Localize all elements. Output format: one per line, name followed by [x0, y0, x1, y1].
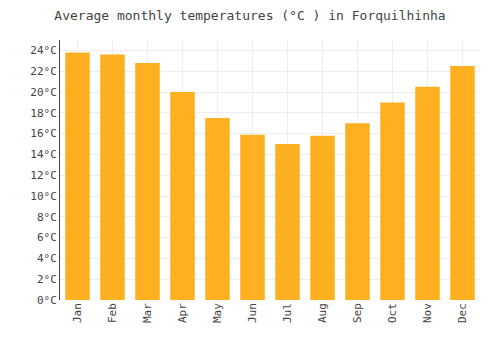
- svg-text:Oct: Oct: [386, 303, 399, 323]
- svg-text:20°C: 20°C: [30, 86, 57, 99]
- svg-text:22°C: 22°C: [30, 65, 57, 78]
- svg-text:0°C: 0°C: [37, 294, 57, 307]
- svg-text:4°C: 4°C: [37, 252, 57, 265]
- svg-text:Jun: Jun: [246, 303, 259, 323]
- svg-text:10°C: 10°C: [30, 190, 57, 203]
- svg-text:May: May: [211, 303, 224, 323]
- svg-text:14°C: 14°C: [30, 148, 57, 161]
- svg-text:Jul: Jul: [281, 303, 294, 323]
- svg-text:8°C: 8°C: [37, 211, 57, 224]
- svg-text:6°C: 6°C: [37, 231, 57, 244]
- svg-text:Jan: Jan: [71, 303, 84, 323]
- svg-text:Apr: Apr: [176, 303, 189, 323]
- svg-text:Aug: Aug: [316, 303, 329, 323]
- svg-text:18°C: 18°C: [30, 107, 57, 120]
- svg-text:2°C: 2°C: [37, 273, 57, 286]
- svg-text:Dec: Dec: [456, 303, 469, 323]
- svg-text:Nov: Nov: [421, 303, 434, 323]
- svg-text:12°C: 12°C: [30, 169, 57, 182]
- svg-text:Average monthly temperatures (: Average monthly temperatures (°C ) in Fo…: [54, 8, 445, 23]
- svg-text:16°C: 16°C: [30, 127, 57, 140]
- svg-text:Feb: Feb: [106, 303, 119, 323]
- svg-text:Sep: Sep: [351, 303, 364, 323]
- svg-text:24°C: 24°C: [30, 44, 57, 57]
- svg-text:Mar: Mar: [141, 303, 154, 323]
